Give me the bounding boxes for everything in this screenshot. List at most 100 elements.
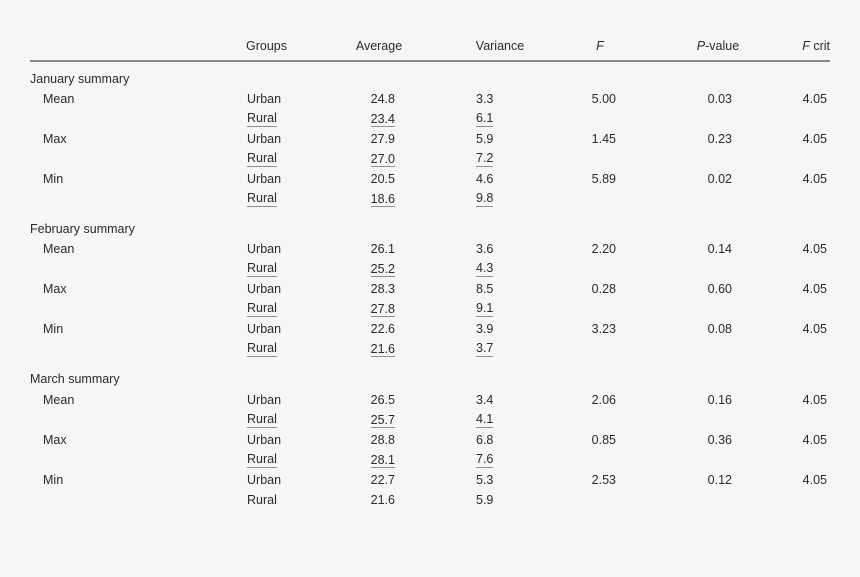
f-cell: 1.45 (591, 132, 616, 146)
average-value: 27.8 (370, 302, 395, 317)
header-groups: Groups (246, 39, 287, 53)
table-row: Rural 21.6 5.9 (30, 492, 830, 512)
variance-cell: 3.7 (476, 341, 494, 357)
average-cell: 22.7 (370, 473, 395, 487)
section-title-row: February summary (30, 221, 830, 241)
f-crit-cell: 4.05 (802, 92, 827, 106)
p-value-cell: 0.12 (707, 473, 732, 487)
table-row: Max Urban 27.9 5.9 1.45 0.23 4.05 (30, 131, 830, 151)
f-cell: 5.00 (591, 92, 616, 106)
stat-label: Min (43, 473, 64, 487)
variance-cell: 4.6 (476, 172, 494, 186)
table-row: Rural 25.2 4.3 (30, 261, 830, 281)
section-title: February summary (30, 222, 135, 236)
average-cell: 26.5 (370, 393, 395, 407)
header-variance: Variance (475, 39, 525, 53)
table-row: Rural 21.6 3.7 (30, 341, 830, 361)
variance-cell: 5.9 (476, 493, 494, 507)
table-header: Groups Average Variance F P-value F crit (30, 38, 830, 54)
average-cell: 25.7 (330, 412, 395, 428)
group-cell: Rural (247, 261, 277, 277)
f-crit-cell: 4.05 (802, 433, 827, 447)
variance-cell: 9.1 (476, 301, 494, 317)
table-row: Rural 18.6 9.8 (30, 191, 830, 211)
f-crit-cell: 4.05 (802, 242, 827, 256)
stat-label: Max (43, 132, 67, 146)
average-value: 23.4 (370, 112, 395, 127)
group-cell: Rural (247, 341, 277, 357)
f-cell: 0.28 (591, 282, 616, 296)
variance-cell: 7.2 (476, 151, 494, 167)
average-cell: 28.1 (330, 452, 395, 468)
group-cell: Rural (247, 452, 277, 468)
variance-cell: 5.3 (476, 473, 494, 487)
table-row: Max Urban 28.3 8.5 0.28 0.60 4.05 (30, 281, 830, 301)
section-title-row: March summary (30, 371, 830, 391)
variance-cell: 7.6 (476, 452, 494, 468)
group-cell: Rural (247, 493, 277, 507)
p-value-cell: 0.36 (707, 433, 732, 447)
average-cell: 18.6 (330, 191, 395, 207)
average-cell: 22.6 (370, 322, 395, 336)
group-cell: Urban (247, 242, 282, 256)
group-cell: Urban (247, 92, 282, 106)
average-cell: 21.6 (330, 341, 395, 357)
header-fcrit-italic: F (802, 39, 810, 53)
average-cell: 21.6 (370, 493, 395, 507)
f-crit-cell: 4.05 (802, 473, 827, 487)
table-row: Min Urban 20.5 4.6 5.89 0.02 4.05 (30, 171, 830, 191)
f-cell: 2.53 (591, 473, 616, 487)
average-value: 28.1 (370, 453, 395, 468)
average-cell: 25.2 (330, 261, 395, 277)
variance-cell: 3.4 (476, 393, 494, 407)
f-crit-cell: 4.05 (802, 322, 827, 336)
header-average: Average (355, 39, 403, 53)
table-row: Max Urban 28.8 6.8 0.85 0.36 4.05 (30, 432, 830, 452)
section-title: March summary (30, 372, 120, 386)
header-fcrit-rest: crit (809, 39, 830, 53)
stat-label: Min (43, 322, 64, 336)
average-cell: 28.3 (370, 282, 395, 296)
header-p-italic: P (696, 39, 706, 53)
variance-cell: 8.5 (476, 282, 494, 296)
p-value-cell: 0.60 (707, 282, 732, 296)
f-cell: 5.89 (591, 172, 616, 186)
f-crit-cell: 4.05 (802, 393, 827, 407)
average-cell: 20.5 (370, 172, 395, 186)
header-rule (30, 60, 830, 62)
group-cell: Urban (247, 322, 282, 336)
f-cell: 3.23 (591, 322, 616, 336)
variance-cell: 5.9 (476, 132, 494, 146)
average-cell: 27.8 (330, 301, 395, 317)
table-row: Rural 27.8 9.1 (30, 301, 830, 321)
variance-cell: 4.1 (476, 412, 494, 428)
f-crit-cell: 4.05 (802, 172, 827, 186)
f-cell: 2.06 (591, 393, 616, 407)
p-value-cell: 0.16 (707, 393, 732, 407)
table-row: Mean Urban 26.5 3.4 2.06 0.16 4.05 (30, 392, 830, 412)
stat-label: Max (43, 433, 67, 447)
variance-cell: 6.1 (476, 111, 494, 127)
group-cell: Rural (247, 151, 277, 167)
variance-cell: 3.9 (476, 322, 494, 336)
group-cell: Urban (247, 172, 282, 186)
group-cell: Rural (247, 191, 277, 207)
p-value-cell: 0.02 (707, 172, 732, 186)
table-row: Rural 28.1 7.6 (30, 452, 830, 472)
variance-cell: 6.8 (476, 433, 494, 447)
header-p-rest: -value (705, 39, 740, 53)
p-value-cell: 0.08 (707, 322, 732, 336)
average-cell: 24.8 (370, 92, 395, 106)
p-value-cell: 0.03 (707, 92, 732, 106)
average-value: 25.7 (370, 413, 395, 428)
group-cell: Rural (247, 111, 277, 127)
group-cell: Urban (247, 473, 282, 487)
average-cell: 27.9 (370, 132, 395, 146)
table-row: Mean Urban 26.1 3.6 2.20 0.14 4.05 (30, 241, 830, 261)
average-cell: 23.4 (330, 111, 395, 127)
section-title: January summary (30, 72, 130, 86)
group-cell: Rural (247, 412, 277, 428)
average-value: 21.6 (370, 342, 395, 357)
group-cell: Urban (247, 393, 282, 407)
section-title-row: January summary (30, 71, 830, 91)
